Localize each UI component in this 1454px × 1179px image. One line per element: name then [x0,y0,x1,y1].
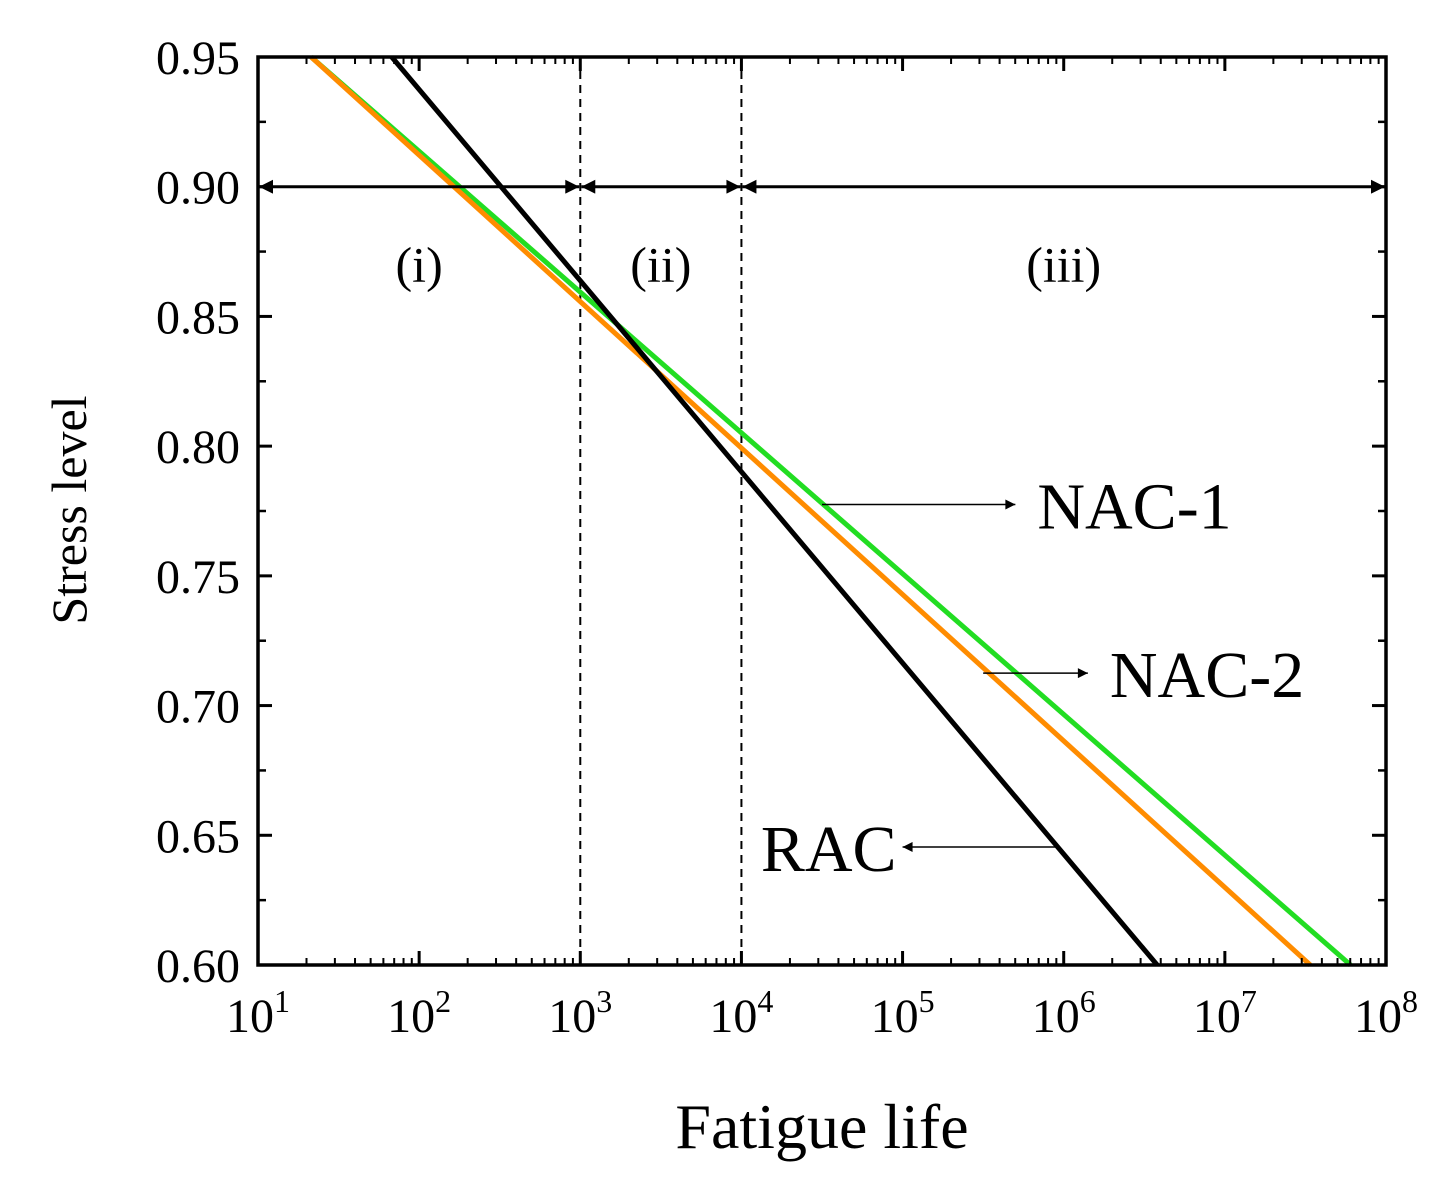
x-tick-base: 10 [1354,990,1402,1043]
y-tick-label: 0.95 [156,32,240,85]
annotations: (i) (ii) (iii) NAC-1 NAC-2 RAC [259,179,1385,886]
x-tick-exponent: 6 [1080,983,1096,1019]
x-tick-exponent: 5 [919,983,935,1019]
series-line-nac-2 [309,55,1312,967]
divider-lines [579,57,743,965]
y-tick-label: 0.75 [156,551,240,604]
x-tick-exponent: 1 [274,983,290,1019]
x-tick-base: 10 [548,990,596,1043]
x-tick-exponent: 8 [1402,983,1418,1019]
x-tick-label: 102 [387,983,451,1043]
x-tick-label: 107 [1193,983,1257,1043]
region-label-2: (ii) [630,237,691,293]
x-tick-label: 101 [226,983,290,1043]
y-axis-title: Stress level [41,395,97,624]
x-tick-base: 10 [387,990,435,1043]
x-tick-base: 10 [226,990,274,1043]
region-label-3: (iii) [1026,237,1101,293]
x-tick-exponent: 7 [1241,983,1257,1019]
x-tick-exponent: 4 [757,983,773,1019]
y-tick-label: 0.80 [156,421,240,474]
x-tick-base: 10 [1032,990,1080,1043]
x-tick-base: 10 [709,990,757,1043]
x-tick-label: 105 [871,983,935,1043]
y-tick-label: 0.90 [156,162,240,215]
series-line-rac [389,55,1160,967]
x-tick-label: 103 [548,983,612,1043]
x-tick-label: 106 [1032,983,1096,1043]
x-axis-title: Fatigue life [675,1091,968,1162]
callout-label-nac-2: NAC-2 [1110,639,1304,712]
y-tick-label: 0.70 [156,681,240,734]
plot-frame [256,55,1388,967]
region-label-1: (i) [396,237,443,293]
x-tick-exponent: 3 [596,983,612,1019]
series-line-nac-1 [309,55,1353,967]
y-tick-label: 0.65 [156,810,240,863]
callout-label-rac: RAC [761,813,897,886]
x-tick-label: 104 [709,983,773,1043]
x-tick-base: 10 [1193,990,1241,1043]
x-tick-label: 108 [1354,983,1418,1043]
y-tick-label: 0.60 [156,940,240,993]
callout-label-nac-1: NAC-1 [1037,471,1231,544]
y-tick-label: 0.85 [156,291,240,344]
x-tick-base: 10 [871,990,919,1043]
x-tick-exponent: 2 [435,983,451,1019]
series-lines [309,55,1353,967]
